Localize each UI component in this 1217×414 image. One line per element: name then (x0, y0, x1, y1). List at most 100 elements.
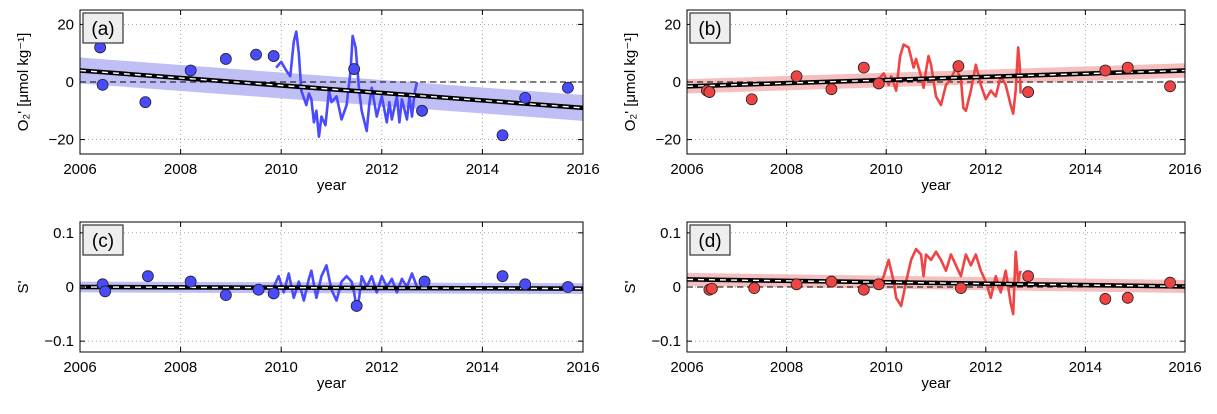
data-point (350, 300, 363, 312)
y-tick-label: −0.1 (651, 333, 681, 350)
plot-content (687, 43, 1185, 115)
data-point (825, 275, 838, 288)
plot-content (80, 264, 583, 312)
y-axis-label: S' (622, 280, 639, 293)
y-axis-label: O₂' [μmol kg⁻¹] (622, 33, 639, 132)
y-axis-label: O₂' [μmol kg⁻¹] (15, 33, 32, 132)
data-point (952, 60, 965, 73)
y-tick-label: −20 (49, 132, 74, 149)
data-point (219, 53, 232, 65)
x-tick-label: 2010 (265, 359, 298, 376)
data-point (1099, 293, 1112, 305)
timeseries-line (877, 247, 1022, 316)
x-tick-label: 2012 (365, 359, 398, 376)
x-tick-label: 2010 (265, 161, 298, 178)
panel-label-box (689, 12, 731, 44)
x-tick-label: 2016 (1168, 161, 1201, 178)
data-point (99, 285, 112, 298)
panel-label: (d) (698, 231, 721, 252)
data-point (416, 104, 428, 117)
panel-label: (b) (698, 19, 721, 40)
panel-d: 2006 2008 2010 2012 2014 2016 −0.1 0 0.1 year S' (d… (622, 221, 1202, 392)
x-tick-label: 2006 (63, 359, 96, 376)
y-tick-label: 0.1 (53, 225, 74, 242)
y-tick-label: 20 (664, 16, 681, 33)
data-point (562, 81, 574, 94)
trend-line (687, 277, 1185, 289)
x-tick-label: 2010 (870, 161, 903, 178)
data-point (1099, 64, 1112, 77)
data-point (142, 270, 154, 283)
x-tick-label: 2014 (1069, 161, 1102, 178)
data-point (348, 63, 361, 75)
data-point (496, 129, 509, 142)
data-point (519, 91, 532, 104)
panel-b: 2006 2008 2010 2012 2014 2016 −20 0 20 year O₂' [μ… (622, 9, 1202, 194)
data-point (252, 283, 265, 296)
x-tick-label: 2008 (770, 161, 803, 178)
y-tick-label: 0 (673, 279, 681, 296)
data-point (250, 48, 262, 61)
x-tick-label: 2014 (1069, 359, 1102, 376)
y-tick-label: −20 (656, 132, 681, 149)
x-tick-label: 2010 (870, 359, 903, 376)
data-point (496, 270, 509, 283)
data-point (1022, 86, 1035, 98)
x-tick-label: 2016 (1168, 359, 1201, 376)
x-tick-label: 2012 (969, 359, 1002, 376)
x-tick-label: 2012 (969, 161, 1002, 178)
plot-content (687, 247, 1185, 316)
data-point (139, 96, 152, 109)
x-axis-label: year (317, 375, 346, 392)
data-point (562, 281, 574, 293)
y-tick-label: 0 (66, 74, 74, 91)
data-point (857, 283, 870, 296)
data-point (703, 86, 716, 98)
data-point (267, 287, 280, 300)
data-point (1121, 61, 1134, 74)
panel-label-box (82, 12, 124, 44)
y-tick-label: 20 (57, 16, 74, 33)
data-point (219, 289, 232, 302)
data-point (96, 78, 109, 91)
panel-label: (c) (92, 231, 114, 252)
trend-line-dash (80, 286, 583, 290)
x-tick-label: 2016 (566, 359, 599, 376)
x-axis-label: year (317, 177, 346, 194)
x-axis-label: year (921, 177, 950, 194)
trend-line-dash (80, 69, 583, 109)
data-point (748, 282, 761, 294)
x-axis-label: year (921, 375, 950, 392)
x-tick-label: 2008 (164, 359, 197, 376)
data-point (418, 275, 431, 288)
timeseries-line (275, 30, 419, 139)
y-axis-label: S' (15, 280, 32, 293)
panel-label: (a) (91, 19, 114, 40)
data-point (872, 77, 885, 90)
x-tick-label: 2012 (365, 161, 398, 178)
x-tick-label: 2008 (164, 161, 197, 178)
y-tick-label: −0.1 (44, 333, 74, 350)
data-point (706, 282, 718, 295)
timeseries-line (272, 264, 419, 310)
data-point (184, 64, 197, 77)
data-point (1164, 80, 1176, 93)
y-tick-label: 0.1 (660, 225, 681, 242)
panel-a: 2006 2008 2010 2012 2014 2016 −20 0 20 year O₂' [μ… (15, 9, 600, 194)
x-tick-label: 2014 (466, 359, 499, 376)
panel-label-box (82, 224, 124, 256)
data-point (790, 278, 803, 291)
data-point (857, 61, 870, 74)
trend-line (80, 284, 583, 291)
x-tick-label: 2016 (566, 161, 599, 178)
data-point (1121, 291, 1134, 304)
x-tick-label: 2006 (670, 359, 703, 376)
panel-c: 2006 2008 2010 2012 2014 2016 −0.1 0 0.1 year S' (c… (15, 221, 600, 392)
data-point (184, 275, 197, 288)
data-point (1164, 276, 1176, 289)
y-tick-label: 0 (673, 74, 681, 91)
x-tick-label: 2014 (466, 161, 499, 178)
x-tick-label: 2006 (63, 161, 96, 178)
data-point (745, 93, 758, 106)
